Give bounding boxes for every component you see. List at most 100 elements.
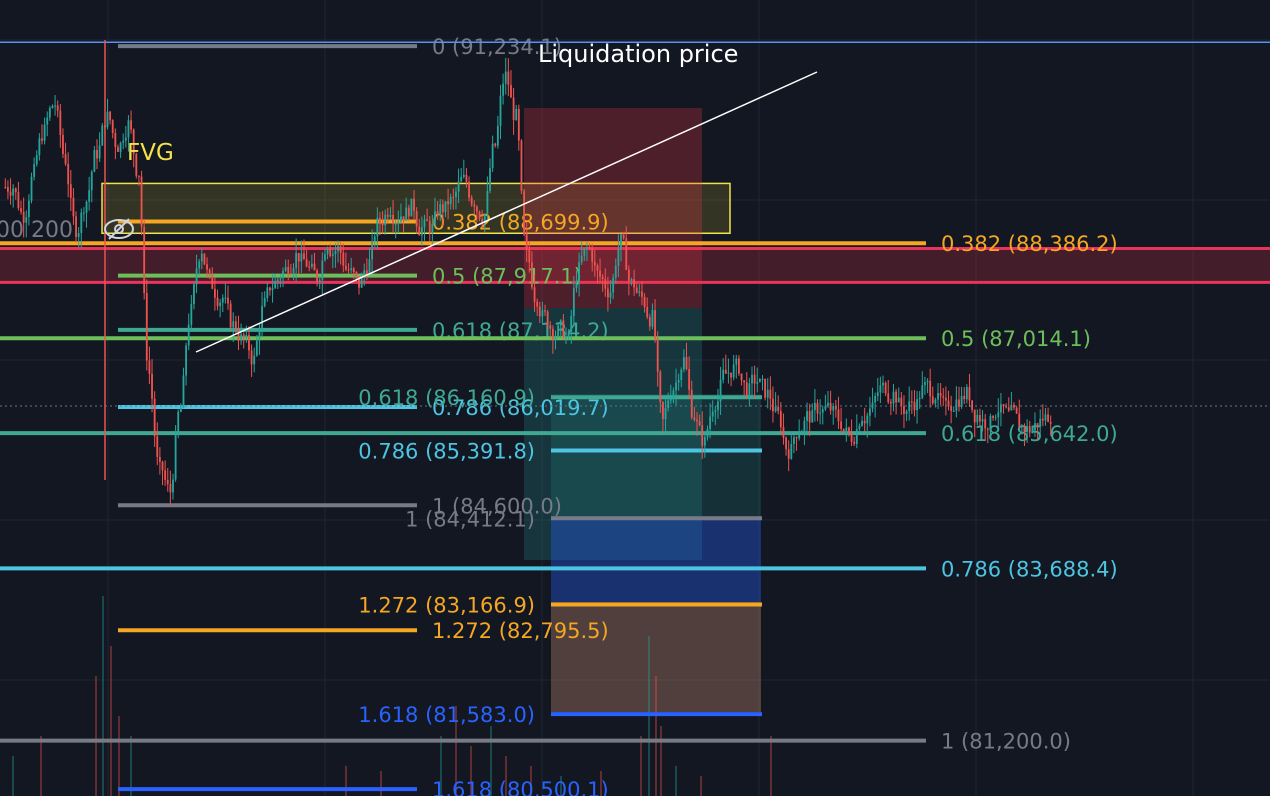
volume-bar (655, 676, 657, 796)
candle-body (572, 288, 575, 317)
candle-body (200, 253, 203, 262)
candle-body (379, 217, 381, 224)
candle-body (546, 311, 549, 326)
candle-body (465, 174, 468, 182)
candle-body (384, 214, 387, 226)
candle-body (127, 120, 130, 138)
candle-body (737, 358, 740, 374)
candle-body (420, 227, 423, 236)
fib-a-label-1.618: 1.618 (80,500.1) (432, 778, 609, 796)
candle-body (449, 196, 452, 205)
candle-body (976, 414, 979, 423)
trend-line (195, 71, 818, 353)
candle-body (806, 411, 808, 421)
candle-body (525, 234, 528, 250)
projection-box-upper (551, 394, 761, 516)
candle-body (842, 428, 845, 431)
candle-body (646, 307, 649, 318)
candle-body (614, 265, 617, 278)
candle-body (56, 105, 59, 111)
candle-body (769, 389, 772, 399)
volume-bar (455, 706, 457, 796)
candle-body (135, 153, 138, 176)
drawings[interactable] (0, 40, 1270, 480)
candle-body (426, 219, 429, 221)
candle-body (30, 176, 33, 201)
candle-body (604, 279, 607, 289)
candle-body (989, 415, 992, 430)
candle-body (117, 147, 119, 152)
candle-body (350, 268, 353, 271)
candle-body (85, 201, 88, 213)
candle-body (269, 287, 271, 291)
candle-body (745, 382, 748, 396)
liquidation-price-label: Liquidation price (538, 40, 738, 68)
candle-body (565, 337, 567, 339)
candle-body (979, 414, 981, 422)
candle-body (242, 334, 245, 338)
candle-body (305, 259, 308, 267)
candle-body (436, 211, 439, 216)
candle-body (971, 400, 974, 410)
volume-bar (102, 596, 104, 796)
candle-body (473, 204, 476, 207)
candle-body (211, 273, 214, 289)
candle-body (428, 220, 431, 234)
candle-body (868, 408, 871, 416)
candle-body (889, 402, 892, 404)
candle-body (717, 401, 719, 411)
candle-body (541, 310, 544, 317)
candle-body (575, 281, 578, 289)
candle-body (952, 410, 955, 412)
candle-body (1031, 430, 1034, 433)
candle-body (654, 310, 656, 339)
candle-body (17, 192, 20, 209)
candle-body (819, 412, 822, 414)
candle-body (816, 402, 819, 414)
candle-body (20, 208, 22, 212)
candle-body (551, 328, 554, 340)
candle-body (190, 304, 193, 325)
candle-body (630, 279, 633, 281)
fib-c-label-0.618: 0.618 (86,160.9) (358, 386, 535, 410)
candle-body (434, 211, 436, 224)
candle-body (1018, 413, 1021, 428)
candle-body (926, 380, 929, 383)
candle-body (292, 267, 295, 274)
candle-body (850, 432, 853, 442)
candle-body (303, 253, 305, 260)
candle-body (748, 383, 751, 396)
candle-body (38, 138, 41, 156)
candle-body (386, 214, 389, 217)
candle-body (179, 407, 182, 412)
candle-body (96, 150, 98, 159)
candle-body (1047, 414, 1049, 423)
volume-bar (40, 736, 42, 796)
candle-body (785, 437, 787, 450)
candle-body (1010, 404, 1013, 411)
candle-body (931, 396, 934, 404)
candle-body (664, 407, 667, 420)
candle-body (365, 270, 368, 274)
candle-body (832, 406, 835, 411)
candle-body (12, 188, 15, 196)
fib-b-label-0.382: 0.382 (88,386.2) (941, 232, 1118, 256)
fib-c-label-0.786: 0.786 (85,391.8) (358, 439, 535, 463)
candle-body (452, 196, 455, 198)
candle-body (397, 221, 400, 224)
candle-body (845, 427, 848, 431)
candle-body (229, 303, 232, 328)
candle-body (352, 268, 355, 272)
candle-body (187, 324, 190, 346)
candle-body (75, 216, 77, 237)
candle-body (418, 226, 421, 236)
candle-body (944, 397, 947, 401)
candle-body (578, 262, 581, 282)
candle-body (358, 276, 360, 288)
candle-body (339, 246, 342, 253)
candle-body (908, 401, 911, 412)
candle-body (722, 369, 725, 380)
candle-body (876, 392, 879, 397)
candle-body (858, 425, 861, 430)
